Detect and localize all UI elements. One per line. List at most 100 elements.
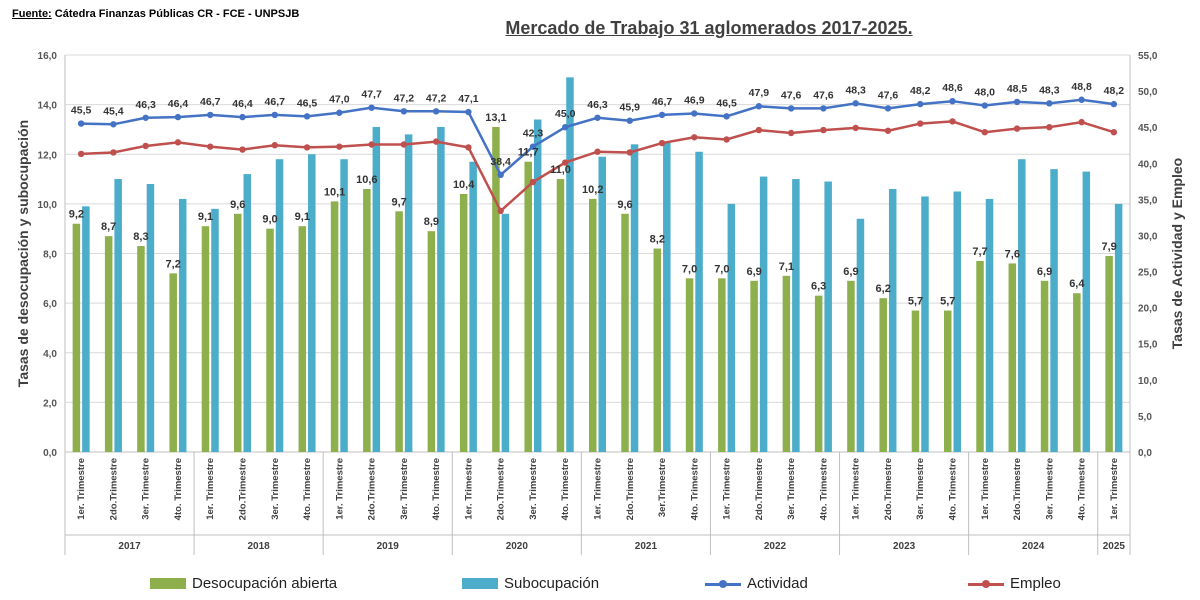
y2-tick-label: 0,0 bbox=[1138, 448, 1152, 459]
chart-title: Mercado de Trabajo 31 aglomerados 2017-2… bbox=[505, 18, 913, 38]
bar-desocupacion bbox=[330, 201, 339, 452]
bar-desocupacion bbox=[911, 310, 920, 452]
data-label-desocupacion: 11,7 bbox=[518, 147, 539, 159]
point-actividad bbox=[1013, 98, 1021, 106]
data-label-actividad: 48,8 bbox=[1071, 81, 1092, 93]
line-actividad bbox=[81, 98, 1115, 177]
bar-desocupacion bbox=[1073, 293, 1081, 452]
point-empleo bbox=[1078, 118, 1085, 126]
y2-tick-label: 20,0 bbox=[1138, 304, 1158, 315]
point-actividad bbox=[1110, 100, 1118, 108]
point-actividad bbox=[884, 105, 892, 112]
x-tick-label: 1er. Trimestre bbox=[722, 458, 733, 520]
x-tick-label: 2do.Trimestre bbox=[367, 458, 378, 520]
bar-desocupacion bbox=[944, 310, 952, 452]
data-label-desocupacion: 7,2 bbox=[166, 258, 181, 270]
bar-subocupacion bbox=[469, 161, 477, 452]
bar-desocupacion bbox=[976, 260, 984, 452]
bar-desocupacion bbox=[556, 179, 565, 452]
data-label-desocupacion: 6,9 bbox=[843, 266, 858, 278]
y2-tick-label: 35,0 bbox=[1138, 195, 1158, 206]
year-label: 2021 bbox=[635, 541, 658, 552]
bar-desocupacion bbox=[589, 198, 597, 452]
bar-desocupacion bbox=[427, 231, 436, 452]
year-label: 2017 bbox=[118, 541, 141, 552]
legend-swatch-desocupacion bbox=[150, 578, 186, 589]
point-empleo bbox=[691, 134, 698, 141]
x-tick-label: 3er. Trimestre bbox=[270, 458, 281, 520]
year-label: 2024 bbox=[1022, 541, 1045, 552]
data-label-actividad: 48,3 bbox=[845, 84, 866, 96]
bar-subocupacion bbox=[146, 184, 155, 452]
data-label-actividad: 47,6 bbox=[878, 89, 899, 101]
bar-desocupacion bbox=[201, 226, 210, 452]
x-tick-label: 1er. Trimestre bbox=[1109, 458, 1120, 520]
data-label-desocupacion: 7,0 bbox=[682, 263, 697, 275]
point-actividad bbox=[691, 110, 698, 117]
data-label-actividad: 47,0 bbox=[329, 94, 350, 106]
data-label-actividad: 47,9 bbox=[749, 87, 770, 99]
bar-subocupacion bbox=[792, 179, 800, 452]
data-label-actividad: 46,7 bbox=[265, 96, 286, 108]
bar-subocupacion bbox=[308, 154, 316, 452]
point-empleo bbox=[336, 143, 343, 150]
year-label: 2018 bbox=[248, 541, 271, 552]
data-label-desocupacion: 6,4 bbox=[1069, 278, 1085, 290]
data-label-actividad: 46,3 bbox=[587, 99, 608, 111]
point-actividad bbox=[400, 108, 408, 115]
bar-subocupacion bbox=[501, 213, 510, 452]
y2-tick-label: 40,0 bbox=[1138, 159, 1158, 170]
x-tick-label: 1er. Trimestre bbox=[980, 458, 991, 520]
bar-desocupacion bbox=[524, 161, 532, 452]
point-actividad bbox=[852, 100, 859, 107]
x-tick-label: 3er. Trimestre bbox=[915, 458, 926, 520]
bar-subocupacion bbox=[985, 198, 994, 452]
point-empleo bbox=[981, 129, 988, 136]
bar-subocupacion bbox=[243, 174, 251, 452]
x-tick-label: 1er. Trimestre bbox=[463, 458, 474, 520]
point-actividad bbox=[562, 123, 569, 131]
point-actividad bbox=[658, 111, 666, 119]
y2-tick-label: 30,0 bbox=[1138, 231, 1158, 242]
point-actividad bbox=[368, 104, 375, 111]
data-label-actividad: 46,3 bbox=[135, 99, 156, 111]
year-label: 2025 bbox=[1103, 541, 1126, 552]
data-label-desocupacion: 6,9 bbox=[746, 266, 761, 278]
bar-desocupacion bbox=[298, 226, 307, 452]
data-label-actividad: 47,6 bbox=[813, 89, 834, 101]
chart-title-wrap: Mercado de Trabajo 31 aglomerados 2017-2… bbox=[0, 18, 1200, 39]
data-label-actividad: 46,4 bbox=[232, 98, 253, 110]
legend-item-empleo: Empleo bbox=[968, 575, 1061, 592]
x-tick-label: 4to. Trimestre bbox=[560, 458, 571, 520]
bar-subocupacion bbox=[695, 151, 703, 453]
point-empleo bbox=[562, 159, 569, 166]
x-tick-label: 3er.Trimestre bbox=[657, 458, 668, 517]
data-label-actividad: 46,4 bbox=[168, 98, 189, 110]
data-label-desocupacion: 8,7 bbox=[101, 221, 116, 233]
bar-desocupacion bbox=[782, 275, 791, 452]
point-actividad bbox=[174, 113, 182, 121]
point-actividad bbox=[336, 109, 343, 116]
x-tick-label: 3er. Trimestre bbox=[399, 458, 410, 520]
data-label-desocupacion: 9,1 bbox=[198, 211, 213, 223]
legend-label-desocupacion: Desocupación abierta bbox=[192, 575, 338, 592]
x-tick-label: 2do.Trimestre bbox=[108, 458, 119, 520]
x-tick-label: 3er. Trimestre bbox=[786, 458, 797, 520]
bar-subocupacion bbox=[1050, 169, 1058, 452]
point-empleo bbox=[110, 149, 117, 156]
bar-subocupacion bbox=[824, 181, 832, 452]
x-tick-label: 4to. Trimestre bbox=[1077, 458, 1088, 520]
data-label-actividad: 48,3 bbox=[1039, 84, 1060, 96]
bar-desocupacion bbox=[621, 213, 629, 452]
point-empleo bbox=[239, 146, 246, 153]
data-label-actividad: 45,5 bbox=[71, 105, 92, 117]
data-label-actividad: 48,2 bbox=[910, 85, 931, 97]
year-label: 2022 bbox=[764, 541, 787, 552]
point-empleo bbox=[529, 178, 537, 186]
chart-source: Fuente: Cátedra Finanzas Públicas CR - F… bbox=[12, 8, 299, 20]
point-empleo bbox=[884, 127, 892, 134]
bar-desocupacion bbox=[137, 246, 145, 452]
point-empleo bbox=[626, 149, 633, 156]
bar-subocupacion bbox=[211, 208, 219, 452]
y-tick-label: 8,0 bbox=[43, 250, 57, 261]
